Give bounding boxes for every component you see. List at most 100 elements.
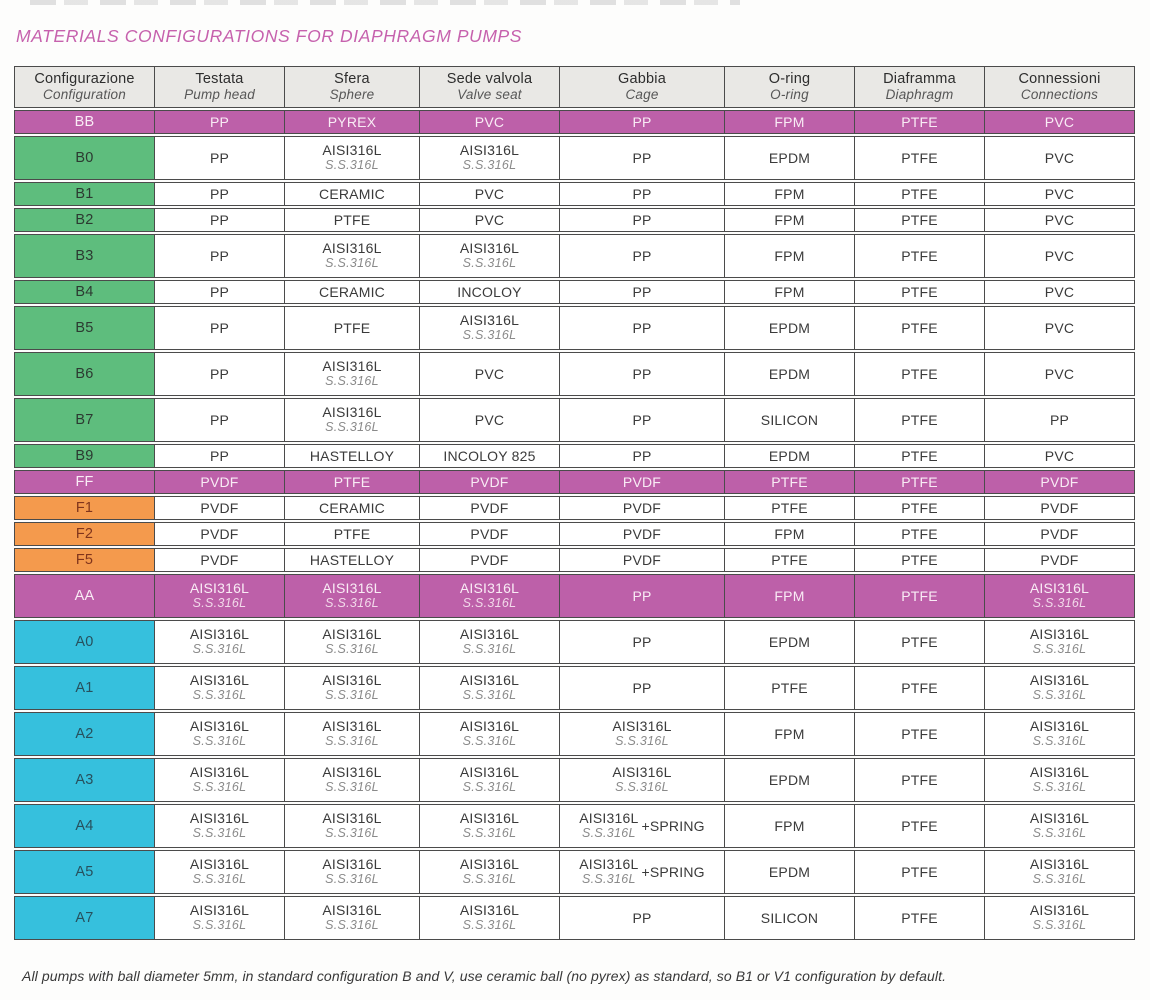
material-sub: S.S.316L — [325, 158, 379, 172]
column-header-cage: Gabbia Cage — [560, 66, 725, 108]
material-main: PP — [632, 411, 652, 428]
material-cell: AISI316L S.S.316L +SPRING — [560, 804, 725, 848]
material-main: PVDF — [470, 499, 509, 516]
material-cell: AISI316L S.S.316L — [420, 136, 560, 180]
material-main: PVC — [474, 411, 505, 428]
material-cell: PVC — [985, 444, 1135, 468]
table-row-B4: B4 PP CERAMIC INCOLOY PP FPM PTFE PVC — [14, 280, 1135, 304]
material-sub: S.S.316L — [192, 596, 247, 610]
material-sub: S.S.316L — [462, 328, 517, 342]
material-main: PVDF — [1040, 473, 1079, 490]
material-cell: EPDM — [725, 850, 855, 894]
material-cell: HASTELLOY — [285, 548, 420, 572]
material-cell: PP — [560, 574, 725, 618]
material-cell: AISI316L S.S.316L — [420, 574, 560, 618]
material-main: AISI316L — [322, 672, 382, 688]
material-cell: PTFE — [855, 470, 985, 494]
material-cell: AISI316L S.S.316L — [420, 896, 560, 940]
material-main: PTFE — [901, 473, 938, 490]
material-cell: PTFE — [855, 398, 985, 442]
material-main: PTFE — [901, 211, 938, 228]
table-row-B9: B9 PP HASTELLOY INCOLOY 825 PP EPDM PTFE PVC — [14, 444, 1135, 468]
material-main: SILICON — [760, 411, 819, 428]
material-cell: PP — [560, 620, 725, 664]
material-cell: AISI316L S.S.316L — [285, 850, 420, 894]
table-header-row: Configurazione Configuration Testata Pump h… — [14, 66, 1135, 108]
material-cell: FPM — [725, 234, 855, 278]
material-cell: AISI316L S.S.316L — [155, 620, 285, 664]
material-main: EPDM — [768, 149, 811, 166]
material-cell: CERAMIC — [285, 182, 420, 206]
material-main: AISI316L — [189, 764, 250, 780]
material-main: AISI316L — [459, 902, 520, 918]
material-main: PTFE — [901, 525, 938, 542]
material-cell: PTFE — [855, 522, 985, 546]
material-main: PTFE — [333, 473, 371, 490]
material-cell: PVDF — [560, 548, 725, 572]
material-main: AISI316L — [322, 404, 382, 420]
material-main: AISI316L — [459, 580, 520, 596]
material-cell: INCOLOY 825 — [420, 444, 560, 468]
material-cell: PVDF — [985, 522, 1135, 546]
material-sub: S.S.316L — [462, 780, 517, 794]
material-main: PVC — [1044, 247, 1075, 264]
material-sub: S.S.316L — [1032, 826, 1087, 840]
material-cell: PP — [560, 666, 725, 710]
material-cell: EPDM — [725, 620, 855, 664]
material-main: PVDF — [622, 551, 662, 568]
material-cell: PP — [155, 208, 285, 232]
material-sub: S.S.316L — [1032, 596, 1087, 610]
column-header-sphere: Sfera Sphere — [285, 66, 420, 108]
material-cell: PTFE — [285, 208, 420, 232]
material-cell: PTFE — [855, 306, 985, 350]
material-main: PTFE — [901, 113, 938, 130]
material-cell: PP — [155, 280, 285, 304]
material-sub: S.S.316L — [1032, 642, 1087, 656]
material-main: PVDF — [200, 473, 239, 490]
material-main: EPDM — [768, 863, 811, 880]
material-main: AISI316L — [189, 810, 250, 826]
material-cell: PP — [560, 444, 725, 468]
table-row-A2: A2 AISI316L S.S.316L AISI316L S.S.316L AISI31… — [14, 712, 1135, 756]
material-main: PVDF — [470, 473, 509, 490]
material-cell: PP — [560, 182, 725, 206]
material-main: PP — [209, 319, 230, 336]
material-main: PVDF — [470, 525, 509, 542]
material-main: PVC — [474, 113, 505, 130]
material-cell: PVDF — [985, 470, 1135, 494]
material-sub: S.S.316L — [462, 918, 517, 932]
material-sub: S.S.316L — [615, 734, 669, 748]
material-sub: S.S.316L — [192, 826, 247, 840]
material-main: AISI316L — [322, 718, 382, 734]
material-cell: SILICON — [725, 896, 855, 940]
materials-table-body: BB PP PYREX PVC PP FPM PTFE PVC B0 PP AISI316L S.S.… — [14, 110, 1135, 940]
material-cell: PVC — [420, 398, 560, 442]
material-sub: S.S.316L — [462, 826, 517, 840]
material-main: AISI316L — [322, 764, 382, 780]
material-sub: S.S.316L — [462, 158, 517, 172]
material-cell: AISI316L S.S.316L — [420, 758, 560, 802]
material-main: PVC — [1044, 365, 1075, 382]
material-cell: PTFE — [285, 470, 420, 494]
material-main: FPM — [774, 283, 805, 300]
material-cell: PVC — [420, 208, 560, 232]
material-sub: S.S.316L — [581, 826, 636, 840]
material-cell: AISI316L S.S.316L — [155, 712, 285, 756]
column-label-en: Valve seat — [457, 87, 522, 102]
material-main: PP — [632, 149, 652, 166]
cropped-text-remnant — [30, 0, 740, 5]
config-code-cell: FF — [14, 470, 155, 494]
table-row-A1: A1 AISI316L S.S.316L AISI316L S.S.316L AISI31… — [14, 666, 1135, 710]
table-row-F5: F5 PVDF HASTELLOY PVDF PVDF PTFE PTFE PVDF — [14, 548, 1135, 572]
material-main: PP — [209, 149, 230, 166]
material-cell: PTFE — [855, 352, 985, 396]
material-main: FPM — [774, 525, 805, 542]
material-cell: PP — [560, 234, 725, 278]
material-main: AISI316L — [322, 810, 382, 826]
material-sub: S.S.316L — [462, 256, 517, 270]
material-main: PP — [632, 319, 652, 336]
table-row-A7: A7 AISI316L S.S.316L AISI316L S.S.316L AISI31… — [14, 896, 1135, 940]
material-cell: PVDF — [985, 496, 1135, 520]
material-cell: AISI316L S.S.316L — [285, 136, 420, 180]
page-title: MATERIALS CONFIGURATIONS FOR DIAPHRAGM P… — [16, 26, 523, 46]
